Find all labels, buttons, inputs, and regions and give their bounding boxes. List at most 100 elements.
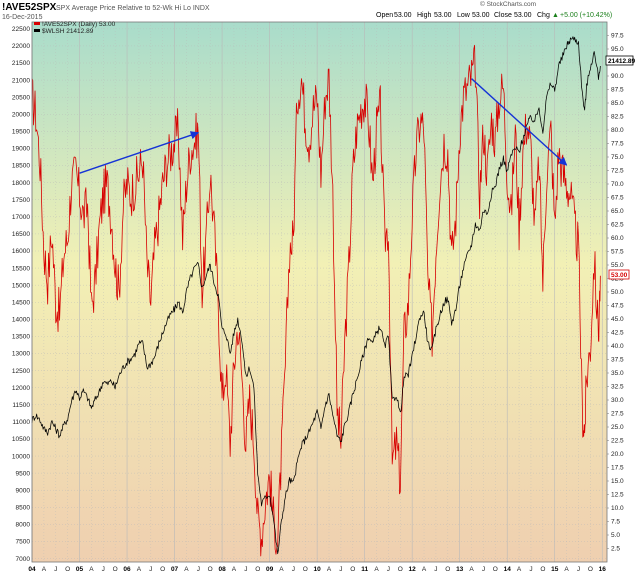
x-tick-label: O: [160, 566, 165, 573]
x-tick-label: A: [517, 566, 522, 573]
left-tick-label: 8500: [16, 505, 31, 512]
right-tick-label: 55.0: [611, 262, 624, 269]
left-tick-label: 13500: [12, 334, 30, 341]
x-tick-label: O: [588, 566, 593, 573]
left-tick-label: 17000: [12, 214, 30, 221]
left-tick-label: 21500: [12, 60, 30, 67]
series-layer: [31, 36, 601, 557]
right-tick-label: 87.5: [611, 87, 624, 94]
x-tick-label: A: [469, 566, 474, 573]
x-tick-label: J: [102, 566, 105, 573]
right-tick-label: 97.5: [611, 33, 624, 40]
x-tick-label: O: [113, 566, 118, 573]
right-tick-label: 40.0: [611, 343, 624, 350]
high-label: High: [417, 12, 432, 19]
left-last-value-bg: [605, 55, 634, 66]
right-last-value-box: 53.00: [608, 269, 630, 280]
left-tick-label: 18000: [12, 180, 30, 187]
left-tick-label: 7500: [16, 539, 31, 546]
left-last-value: 21412.89: [608, 58, 635, 65]
left-tick-label: 15500: [12, 265, 30, 272]
left-tick-label: 19000: [12, 146, 30, 153]
x-tick-label: 14: [504, 566, 512, 573]
legend-item-avesspx: !AVE52SPX (Daily) 53.00: [42, 21, 116, 28]
low-label: Low: [457, 12, 471, 19]
left-tick-label: 17500: [12, 197, 30, 204]
x-tick-label: J: [482, 566, 485, 573]
right-tick-label: 7.5: [611, 519, 620, 526]
right-tick-label: 10.0: [611, 505, 624, 512]
x-tick-label: J: [387, 566, 390, 573]
x-tick-label: O: [255, 566, 260, 573]
x-tick-label: 16: [599, 566, 607, 573]
symbol: !AVE52SPX: [2, 2, 57, 13]
x-tick-label: 07: [171, 566, 179, 573]
left-tick-label: 14500: [12, 299, 30, 306]
x-tick-label: O: [208, 566, 213, 573]
x-tick-label: J: [292, 566, 295, 573]
right-tick-label: 75.0: [611, 154, 624, 161]
left-tick-label: 20000: [12, 111, 30, 118]
right-tick-label: 60.0: [611, 235, 624, 242]
right-tick-label: 62.5: [611, 222, 624, 229]
x-tick-label: O: [445, 566, 450, 573]
trend-arrow-1: [79, 131, 200, 174]
x-tick-label: A: [232, 566, 237, 573]
left-tick-label: 7000: [16, 556, 31, 563]
x-tick-label: 12: [409, 566, 417, 573]
left-tick-label: 22000: [12, 43, 30, 50]
close-value: 53.00: [514, 12, 532, 19]
left-tick-label: 22500: [12, 26, 30, 33]
right-tick-label: 65.0: [611, 208, 624, 215]
left-tick-label: 9000: [16, 487, 31, 494]
annotation-layer: [79, 78, 568, 174]
right-tick-label: 85.0: [611, 100, 624, 107]
x-axis: 04 A J O 05 A J O 06 A J O 07 A J O 08 A J O 09 A J O 10 A J O 11 A J O…: [28, 566, 606, 573]
right-last-value: 53.00: [611, 272, 628, 279]
left-tick-label: 11500: [12, 402, 30, 409]
left-last-value-box: 21412.89: [605, 55, 635, 66]
right-tick-label: 77.5: [611, 141, 624, 148]
right-tick-label: 35.0: [611, 370, 624, 377]
right-tick-label: 57.5: [611, 249, 624, 256]
left-tick-label: 12500: [12, 368, 30, 375]
right-tick-label: 17.5: [611, 465, 624, 472]
x-tick-label: J: [197, 566, 200, 573]
x-tick-label: J: [339, 566, 342, 573]
right-tick-label: 22.5: [611, 438, 624, 445]
open-label: Open: [376, 12, 393, 19]
x-tick-label: J: [149, 566, 152, 573]
left-tick-label: 20500: [12, 94, 30, 101]
legend-swatch-wlsh: [34, 29, 40, 32]
right-tick-label: 30.0: [611, 397, 624, 404]
left-tick-label: 14000: [12, 317, 30, 324]
chart-title: SPX Average Price Relative to 52-Wk Hi L…: [56, 5, 210, 12]
x-tick-label: 06: [123, 566, 131, 573]
grid: [31, 22, 607, 562]
x-tick-label: A: [327, 566, 332, 573]
right-tick-label: 67.5: [611, 195, 624, 202]
x-tick-label: O: [398, 566, 403, 573]
right-axis: 2.5 5.0 7.5 10.0 12.5 15.0 17.5 20.0 22.5 25.0 27.…: [607, 33, 624, 553]
right-tick-label: 50.0: [611, 289, 624, 296]
chg-label: Chg: [537, 12, 550, 19]
left-tick-label: 10500: [12, 436, 30, 443]
right-tick-label: 37.5: [611, 357, 624, 364]
x-tick-label: O: [540, 566, 545, 573]
left-tick-label: 21000: [12, 77, 30, 84]
plot-area: [31, 21, 608, 563]
high-value: 53.00: [434, 12, 452, 19]
series-line-avesspx: [31, 44, 601, 557]
x-tick-label: 08: [218, 566, 226, 573]
left-tick-label: 10000: [12, 453, 30, 460]
chg-arrow-icon: ▲: [552, 12, 559, 19]
x-tick-label: O: [493, 566, 498, 573]
right-tick-label: 27.5: [611, 411, 624, 418]
x-tick-label: A: [564, 566, 569, 573]
left-tick-label: 11000: [12, 419, 30, 426]
x-tick-label: A: [42, 566, 47, 573]
chart-date: 16-Dec-2015: [2, 14, 43, 21]
plot-background: [32, 22, 607, 562]
legend: !AVE52SPX (Daily) 53.00 $WLSH 21412.89: [34, 21, 116, 35]
